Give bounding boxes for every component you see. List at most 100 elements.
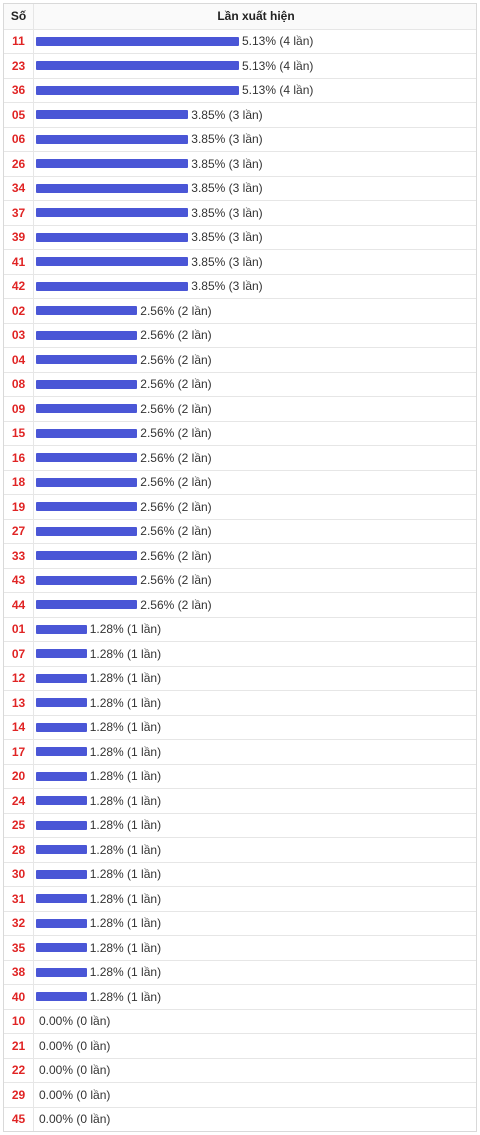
- table-row: 20 1.28% (1 lần): [4, 763, 476, 788]
- frequency-label: 1.28% (1 lần): [89, 940, 162, 955]
- row-number: 44: [4, 593, 34, 617]
- frequency-label: 5.13% (4 lần): [242, 58, 314, 73]
- row-bar-cell: 1.28% (1 lần): [34, 887, 476, 911]
- frequency-bar: [36, 600, 138, 610]
- row-number: 20: [4, 764, 34, 788]
- frequency-label: 3.85% (3 lần): [191, 205, 263, 220]
- frequency-label: 0.00% (0 lần): [39, 1038, 111, 1053]
- row-number: 28: [4, 838, 34, 862]
- frequency-label: 2.56% (2 lần): [140, 597, 212, 612]
- row-number: 24: [4, 789, 34, 813]
- frequency-label: 2.56% (2 lần): [140, 548, 212, 563]
- row-bar-cell: 1.28% (1 lần): [34, 838, 476, 862]
- table-row: 03 2.56% (2 lần): [4, 322, 476, 347]
- table-row: 44 2.56% (2 lần): [4, 592, 476, 617]
- table-row: 31 1.28% (1 lần): [4, 886, 476, 911]
- row-number: 11: [4, 29, 34, 53]
- row-number: 32: [4, 911, 34, 935]
- row-number: 31: [4, 887, 34, 911]
- table-row: 38 1.28% (1 lần): [4, 959, 476, 984]
- frequency-label: 5.13% (4 lần): [242, 34, 314, 49]
- row-bar-cell: 2.56% (2 lần): [34, 373, 476, 397]
- row-number: 41: [4, 250, 34, 274]
- frequency-bar: [36, 747, 87, 757]
- row-number: 10: [4, 1009, 34, 1033]
- row-number: 35: [4, 936, 34, 960]
- row-bar-cell: 3.85% (3 lần): [34, 128, 476, 152]
- row-bar-cell: 1.28% (1 lần): [34, 642, 476, 666]
- row-bar-cell: 2.56% (2 lần): [34, 544, 476, 568]
- frequency-bar: [36, 453, 138, 463]
- row-bar-cell: 1.28% (1 lần): [34, 716, 476, 740]
- frequency-bar: [36, 918, 87, 928]
- frequency-label: 1.28% (1 lần): [89, 916, 162, 931]
- table-row: 13 1.28% (1 lần): [4, 690, 476, 715]
- frequency-bar: [36, 428, 138, 438]
- table-row: 06 3.85% (3 lần): [4, 126, 476, 152]
- frequency-bar: [36, 673, 87, 683]
- frequency-bar: [36, 477, 138, 487]
- row-bar-cell: 2.56% (2 lần): [34, 422, 476, 446]
- row-bar-cell: 3.85% (3 lần): [34, 201, 476, 225]
- header-number: Số: [4, 4, 34, 29]
- table-row: 35 1.28% (1 lần): [4, 935, 476, 960]
- frequency-bar: [36, 183, 189, 193]
- row-bar-cell: 1.28% (1 lần): [34, 618, 476, 642]
- frequency-bar: [36, 820, 87, 830]
- table-row: 04 2.56% (2 lần): [4, 347, 476, 372]
- frequency-bar: [36, 943, 87, 953]
- row-bar-cell: 0.00% (0 lần): [34, 1059, 476, 1083]
- frequency-bar: [36, 257, 189, 267]
- row-number: 05: [4, 103, 34, 127]
- frequency-bar: [36, 404, 138, 414]
- row-number: 23: [4, 54, 34, 78]
- frequency-label: 2.56% (2 lần): [140, 303, 212, 318]
- row-number: 21: [4, 1034, 34, 1058]
- frequency-bar: [36, 61, 239, 71]
- table-row: 45 0.00% (0 lần): [4, 1106, 476, 1131]
- table-header: Số Lần xuất hiện: [4, 4, 476, 29]
- frequency-label: 2.56% (2 lần): [140, 377, 212, 392]
- frequency-label: 1.28% (1 lần): [89, 622, 162, 637]
- frequency-bar: [36, 208, 189, 218]
- frequency-label: 2.56% (2 lần): [140, 499, 212, 514]
- frequency-bar: [36, 551, 138, 561]
- row-number: 29: [4, 1083, 34, 1107]
- frequency-label: 3.85% (3 lần): [191, 107, 263, 122]
- row-bar-cell: 2.56% (2 lần): [34, 348, 476, 372]
- table-row: 12 1.28% (1 lần): [4, 665, 476, 691]
- row-bar-cell: 1.28% (1 lần): [34, 667, 476, 691]
- row-bar-cell: 0.00% (0 lần): [34, 1083, 476, 1107]
- row-bar-cell: 2.56% (2 lần): [34, 520, 476, 544]
- frequency-label: 2.56% (2 lần): [140, 475, 212, 490]
- row-bar-cell: 1.28% (1 lần): [34, 936, 476, 960]
- row-bar-cell: 2.56% (2 lần): [34, 593, 476, 617]
- row-number: 25: [4, 813, 34, 837]
- row-bar-cell: 1.28% (1 lần): [34, 789, 476, 813]
- frequency-bar: [36, 159, 189, 169]
- row-number: 42: [4, 274, 34, 298]
- row-number: 08: [4, 372, 34, 396]
- table-row: 17 1.28% (1 lần): [4, 739, 476, 764]
- row-number: 12: [4, 666, 34, 690]
- row-bar-cell: 0.00% (0 lần): [34, 1034, 476, 1058]
- table-row: 43 2.56% (2 lần): [4, 567, 476, 592]
- row-bar-cell: 3.85% (3 lần): [34, 177, 476, 201]
- frequency-bar: [36, 845, 87, 855]
- table-row: 33 2.56% (2 lần): [4, 543, 476, 568]
- frequency-bar: [36, 502, 138, 512]
- table-row: 24 1.28% (1 lần): [4, 788, 476, 813]
- frequency-label: 0.00% (0 lần): [39, 1063, 111, 1078]
- row-number: 16: [4, 446, 34, 470]
- frequency-label: 1.28% (1 lần): [89, 671, 162, 686]
- frequency-bar: [36, 36, 239, 46]
- row-number: 26: [4, 152, 34, 176]
- frequency-bar: [36, 355, 138, 365]
- table-row: 02 2.56% (2 lần): [4, 298, 476, 323]
- table-row: 42 3.85% (3 lần): [4, 273, 476, 298]
- frequency-label: 1.28% (1 lần): [89, 744, 162, 759]
- row-number: 39: [4, 225, 34, 249]
- frequency-label: 2.56% (2 lần): [140, 573, 212, 588]
- table-row: 08 2.56% (2 lần): [4, 371, 476, 397]
- row-number: 34: [4, 176, 34, 200]
